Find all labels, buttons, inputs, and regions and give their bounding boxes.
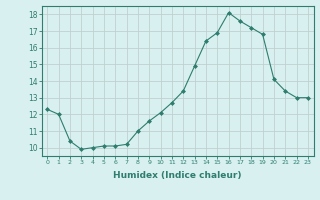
X-axis label: Humidex (Indice chaleur): Humidex (Indice chaleur) <box>113 171 242 180</box>
